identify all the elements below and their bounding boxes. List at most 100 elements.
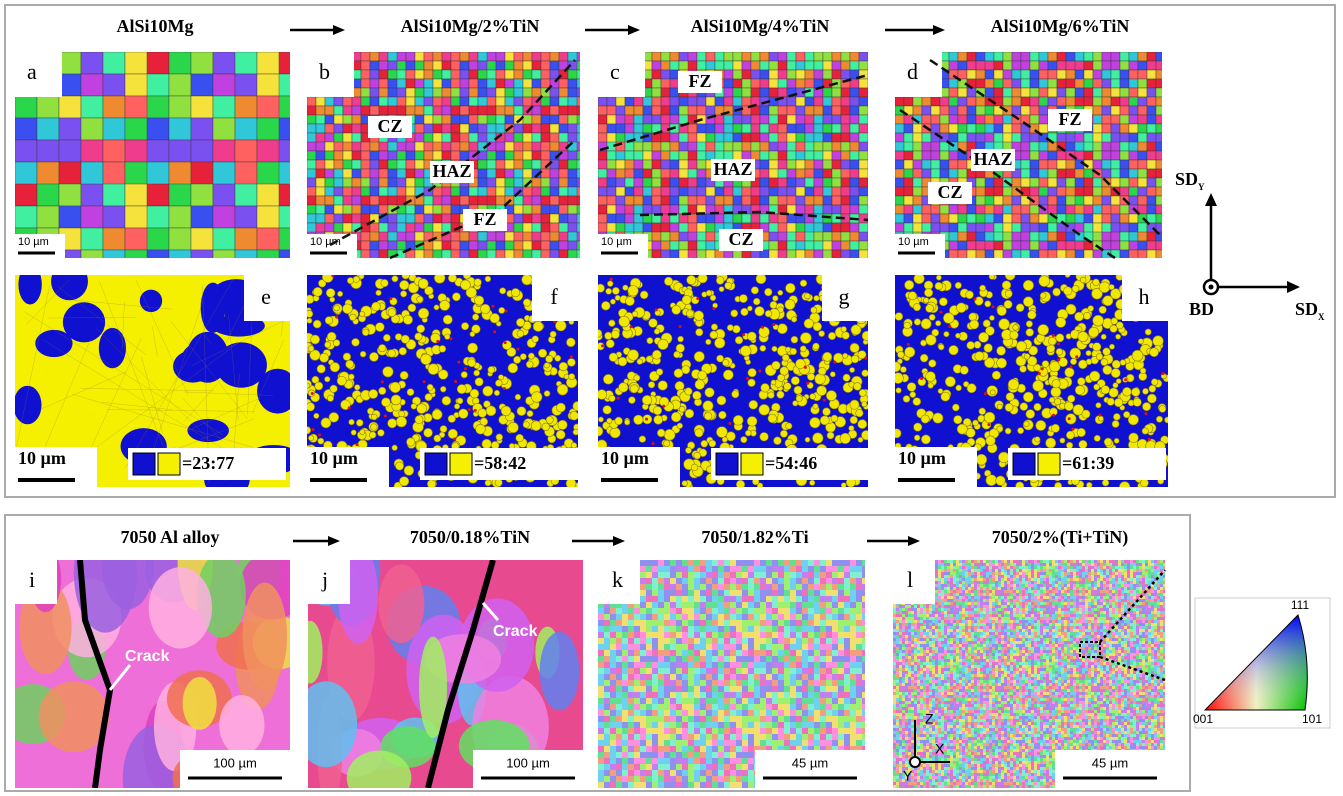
phase-grain [628, 397, 635, 404]
phase-dot [331, 274, 334, 277]
phase-grain [354, 385, 360, 391]
phase-grain [325, 376, 331, 382]
zone-label: FZ [473, 209, 496, 229]
phase-grain [685, 447, 691, 453]
phase-grain [369, 352, 378, 361]
phase-grain [771, 380, 776, 385]
phase-grain [1042, 361, 1049, 368]
phase-dot [1057, 343, 1060, 346]
phase-grain [682, 481, 688, 487]
phase-dot [516, 348, 519, 351]
phase-grain [935, 282, 943, 290]
phase-ratio: =23:77 [182, 453, 234, 473]
phase-grain [1036, 420, 1046, 430]
phase-grain [346, 360, 354, 368]
phase-grain [609, 320, 616, 327]
phase-grain [538, 349, 546, 357]
phase-grain [945, 377, 955, 387]
phase-grain [741, 308, 749, 316]
phase-grain [434, 305, 439, 310]
phase-grain [831, 415, 838, 422]
phase-grain [488, 366, 495, 373]
phase-grain [1141, 479, 1149, 487]
phase-dot [1099, 413, 1102, 416]
phase-grain [969, 313, 977, 321]
phase-grain [679, 406, 685, 412]
phase-grain [1070, 358, 1076, 364]
phase-grain [849, 426, 854, 431]
phase-grain [896, 388, 902, 394]
phase-grain [727, 325, 733, 331]
blue-swatch [425, 453, 447, 475]
phase-grain [642, 395, 652, 405]
phase-grain [454, 404, 459, 409]
phase-grain [442, 396, 451, 405]
phase-grain [607, 281, 613, 287]
phase-grain [1089, 327, 1099, 337]
phase-grain [326, 288, 335, 297]
figure: AlSi10MgAlSi10Mg/2%TiNAlSi10Mg/4%TiNAlSi… [0, 0, 1343, 796]
axis-label: BD [1189, 299, 1214, 319]
phase-grain [400, 371, 408, 379]
phase-grain [997, 306, 1006, 315]
phase-grain [649, 319, 658, 328]
phase-grain [853, 383, 861, 391]
phase-grain [400, 280, 409, 289]
phase-grain [443, 315, 452, 324]
phase-grain [1028, 311, 1037, 320]
phase-grain [544, 363, 549, 368]
phase-grain [1026, 329, 1034, 337]
phase-grain [735, 336, 743, 344]
phase-grain [716, 427, 727, 438]
phase-grain [531, 421, 541, 431]
phase-grain [842, 332, 850, 340]
phase-grain [508, 422, 519, 433]
phase-grain [954, 415, 962, 423]
phase-grain [777, 391, 784, 398]
phase-grain [360, 429, 365, 434]
phase-grain [698, 273, 708, 283]
phase-grain [458, 409, 468, 419]
phase-grain [862, 401, 867, 406]
phase-grain [761, 383, 770, 392]
phase-grain [939, 298, 947, 306]
phase-grain [325, 342, 331, 348]
phase-grain [923, 298, 928, 303]
panel-title: 7050/0.18%TiN [410, 527, 530, 547]
yellow-swatch [1038, 453, 1060, 475]
phase-grain [646, 356, 653, 363]
phase-grain [352, 338, 360, 346]
phase-grain [1056, 348, 1063, 355]
phase-grain [793, 401, 799, 407]
phase-grain [1109, 344, 1114, 349]
phase-grain [913, 398, 921, 406]
phase-grain [1112, 420, 1119, 427]
phase-dot [312, 428, 315, 431]
phase-grain [349, 419, 355, 425]
phase-grain [747, 416, 757, 426]
map-label: i [29, 567, 35, 592]
phase-dot [712, 307, 715, 310]
phase-ratio: =61:39 [1062, 453, 1114, 473]
phase-grain [544, 391, 550, 397]
phase-grain [938, 344, 944, 350]
phase-grain [359, 311, 364, 316]
phase-grain [381, 279, 388, 286]
phase-grain [315, 382, 323, 390]
scale-bar-label: 100 µm [213, 755, 257, 770]
phase-dot [806, 382, 809, 385]
phase-grain [1128, 415, 1138, 425]
phase-grain [13, 386, 41, 425]
phase-grain [570, 411, 579, 420]
phase-grain [334, 305, 340, 311]
phase-grain [811, 307, 817, 313]
phase-grain [717, 355, 724, 362]
phase-grain [444, 334, 449, 339]
phase-grain [704, 412, 712, 420]
phase-dot [1144, 412, 1147, 415]
phase-grain [827, 432, 834, 439]
phase-grain [820, 416, 829, 425]
scale-bar-label: 45 µm [1092, 755, 1128, 770]
phase-grain [740, 346, 751, 357]
arrow-head [628, 25, 640, 35]
